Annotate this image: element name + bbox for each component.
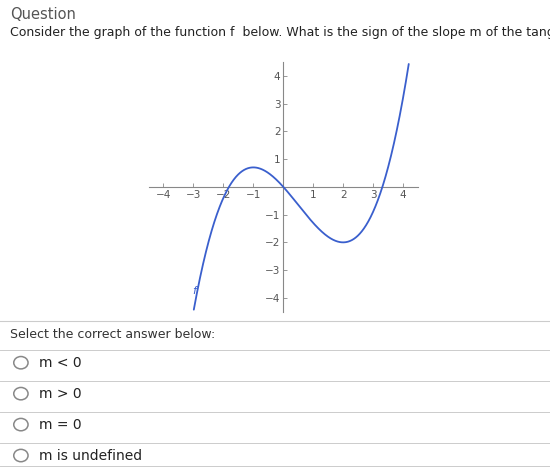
Text: f: f xyxy=(192,286,196,296)
Text: m is undefined: m is undefined xyxy=(39,448,142,463)
Text: m < 0: m < 0 xyxy=(39,356,81,370)
Text: m = 0: m = 0 xyxy=(39,417,81,432)
Text: Question: Question xyxy=(10,7,76,22)
Text: Consider the graph of the function f  below. What is the sign of the slope m of : Consider the graph of the function f bel… xyxy=(10,26,550,39)
Text: m > 0: m > 0 xyxy=(39,387,81,401)
Text: Select the correct answer below:: Select the correct answer below: xyxy=(10,328,215,341)
